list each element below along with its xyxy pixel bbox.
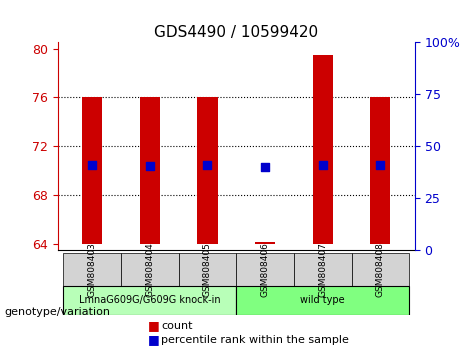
Bar [140, 97, 160, 244]
Text: percentile rank within the sample: percentile rank within the sample [161, 335, 349, 345]
Point [319, 162, 326, 167]
Text: GSM808404: GSM808404 [145, 242, 154, 297]
FancyBboxPatch shape [236, 253, 294, 286]
Point [377, 162, 384, 167]
Text: ■: ■ [148, 333, 159, 346]
Text: GSM808405: GSM808405 [203, 242, 212, 297]
Title: GDS4490 / 10599420: GDS4490 / 10599420 [154, 25, 319, 40]
FancyBboxPatch shape [294, 253, 351, 286]
Point [261, 164, 269, 170]
Bar [313, 55, 333, 244]
Point [204, 162, 211, 167]
FancyBboxPatch shape [179, 253, 236, 286]
Text: GSM808408: GSM808408 [376, 242, 385, 297]
FancyBboxPatch shape [64, 286, 236, 315]
FancyBboxPatch shape [236, 286, 409, 315]
Text: genotype/variation: genotype/variation [5, 307, 111, 316]
Text: GSM808403: GSM808403 [88, 242, 97, 297]
Bar [255, 242, 275, 244]
Bar [82, 97, 102, 244]
Point [146, 163, 154, 169]
Text: LmnaG609G/G609G knock-in: LmnaG609G/G609G knock-in [79, 296, 221, 306]
Text: ■: ■ [148, 319, 159, 332]
Text: wild type: wild type [301, 296, 345, 306]
Text: GSM808407: GSM808407 [318, 242, 327, 297]
Text: GSM808406: GSM808406 [260, 242, 270, 297]
Bar [197, 97, 218, 244]
FancyBboxPatch shape [351, 253, 409, 286]
Text: count: count [161, 321, 193, 331]
Bar [370, 97, 390, 244]
FancyBboxPatch shape [121, 253, 179, 286]
Point [89, 162, 96, 167]
FancyBboxPatch shape [64, 253, 121, 286]
